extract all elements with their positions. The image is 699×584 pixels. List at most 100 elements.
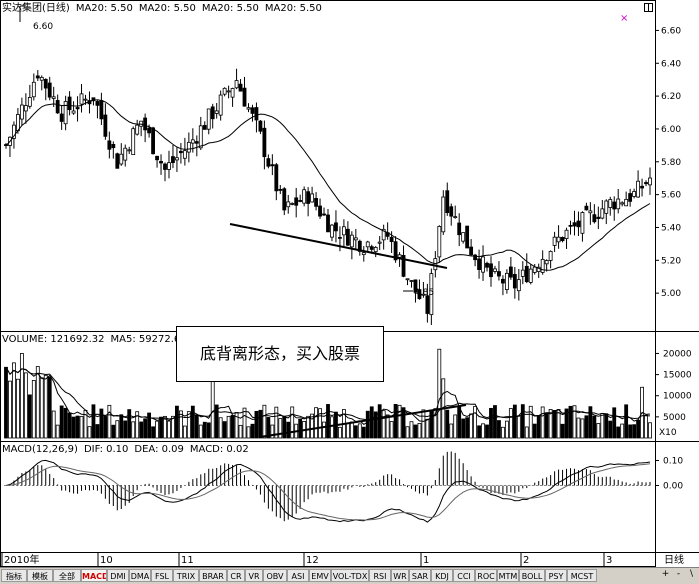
- volume-bar: [616, 426, 621, 439]
- tab-fsl[interactable]: FSL: [151, 569, 173, 582]
- volume-bar: [409, 421, 414, 439]
- candle: [314, 192, 318, 211]
- tab-vol-tdx[interactable]: VOL-TDX: [331, 569, 369, 582]
- volume-ma-line: [5, 367, 651, 426]
- x-tick-label: 2: [523, 555, 529, 566]
- volume-bar: [226, 415, 231, 439]
- candle: [298, 194, 303, 203]
- x-tick-label: 2010年: [4, 553, 39, 566]
- tab-obv[interactable]: OBV: [263, 569, 287, 582]
- volume-bar: [365, 410, 370, 439]
- tab-vr[interactable]: VR: [245, 569, 263, 582]
- volume-bar: [544, 412, 549, 439]
- volume-bar: [111, 424, 116, 439]
- tab-cr[interactable]: CR: [227, 569, 245, 582]
- price-tick-label: 6.20: [661, 92, 681, 102]
- volume-bar: [389, 421, 394, 439]
- tab-wr[interactable]: WR: [391, 569, 409, 582]
- volume-bar: [127, 409, 132, 439]
- tab-mcst[interactable]: MCST: [567, 569, 597, 582]
- candle: [437, 225, 442, 263]
- candle: [163, 162, 167, 182]
- tab-kdj[interactable]: KDJ: [431, 569, 453, 582]
- volume-bar: [421, 409, 426, 439]
- volume-bar: [63, 407, 68, 439]
- volume-bar: [445, 409, 450, 439]
- volume-bar: [481, 423, 485, 439]
- candle: [445, 182, 450, 216]
- zoom-out-button[interactable]: -: [676, 569, 681, 579]
- candle: [485, 261, 489, 272]
- volume-bar: [524, 426, 529, 439]
- volume-bar: [139, 421, 144, 439]
- volume-bar: [318, 408, 322, 439]
- candle: [405, 278, 410, 286]
- volume-bar: [238, 424, 243, 439]
- volume-bar: [560, 423, 565, 439]
- volume-bar: [572, 405, 577, 439]
- tab-roc[interactable]: ROC: [475, 569, 497, 582]
- price-panel: [4, 68, 652, 326]
- volume-bar: [59, 405, 64, 439]
- volume-bar: [258, 409, 263, 439]
- volume-bar: [4, 366, 8, 439]
- candle: [385, 222, 390, 240]
- candle: [79, 84, 84, 113]
- volume-bar: [27, 394, 32, 439]
- candle: [632, 188, 637, 199]
- candle: [198, 116, 203, 151]
- volume-bar: [8, 380, 12, 439]
- tab---[interactable]: 全部: [53, 569, 81, 582]
- window-icon[interactable]: [644, 3, 653, 12]
- tab-asi[interactable]: ASI: [287, 569, 309, 582]
- x-tick-label: 12: [306, 555, 319, 566]
- tab-cci[interactable]: CCI: [453, 569, 475, 582]
- candle: [648, 167, 652, 195]
- tab-dmi[interactable]: DMI: [107, 569, 129, 582]
- volume-bar: [620, 423, 625, 439]
- tab-macd[interactable]: MACD: [81, 569, 107, 582]
- tab---[interactable]: 模板: [27, 569, 53, 582]
- candle: [310, 186, 315, 203]
- tab-trix[interactable]: TRIX: [173, 569, 199, 582]
- volume-bar: [540, 406, 545, 439]
- volume-bar: [218, 417, 223, 439]
- candle: [139, 120, 144, 137]
- candle: [556, 225, 561, 249]
- tab---[interactable]: 指标: [1, 569, 27, 582]
- tab-emv[interactable]: EMV: [309, 569, 331, 582]
- candle: [254, 102, 259, 133]
- volume-bar: [115, 420, 120, 439]
- tab-boll[interactable]: BOLL: [519, 569, 545, 582]
- zoom-in-button[interactable]: +: [661, 569, 670, 579]
- candle: [175, 147, 179, 172]
- volume-bar: [310, 413, 315, 439]
- volume-bar: [437, 348, 442, 439]
- tab-sar[interactable]: SAR: [409, 569, 431, 582]
- candle: [365, 240, 370, 252]
- tab-brar[interactable]: BRAR: [199, 569, 227, 582]
- tab-mtm[interactable]: MTM: [497, 569, 519, 582]
- volume-bar: [31, 379, 36, 439]
- volume-bar: [123, 420, 128, 439]
- price-tick-label: 6.60: [661, 26, 681, 36]
- volume-bar: [326, 404, 330, 439]
- volume-bar: [564, 408, 569, 439]
- tab-rsi[interactable]: RSI: [369, 569, 391, 582]
- low-mark: 4.85: [403, 288, 434, 298]
- candle: [353, 228, 358, 250]
- volume-bar: [385, 414, 390, 439]
- candle: [373, 246, 378, 258]
- candle: [107, 131, 112, 159]
- volume-bar: [501, 426, 505, 439]
- scroll-button[interactable]: \: [689, 569, 694, 579]
- tab-psy[interactable]: PSY: [545, 569, 567, 582]
- macd-title: MACD(12,26,9): [2, 444, 78, 455]
- tab-dma[interactable]: DMA: [129, 569, 151, 582]
- candle: [238, 79, 243, 92]
- volume-bar: [262, 404, 267, 439]
- volume-value: VOLUME: 121692.32: [2, 334, 105, 345]
- candle: [489, 256, 493, 287]
- candle: [493, 265, 497, 274]
- candle: [397, 252, 402, 267]
